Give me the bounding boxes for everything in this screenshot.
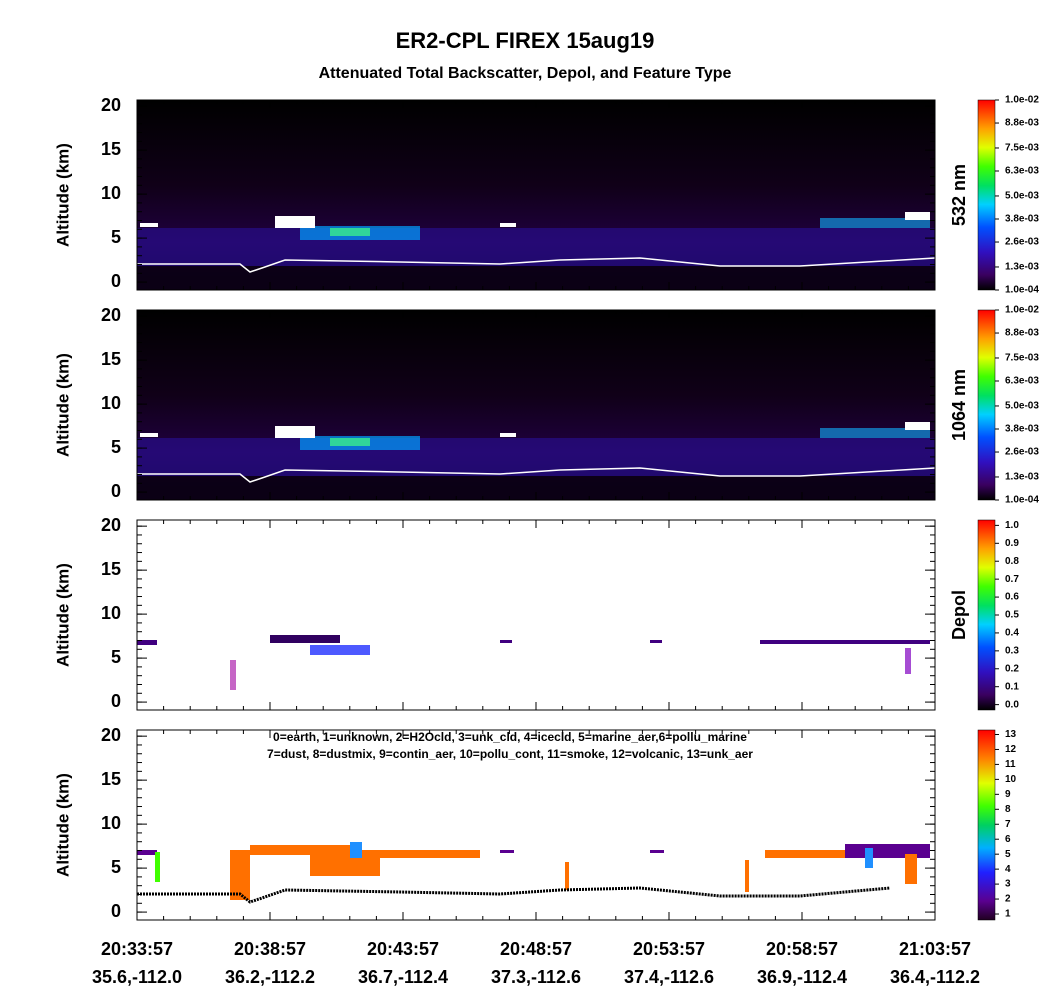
colorbar-tick-label: 1.0: [1005, 520, 1019, 531]
colorbar-tick-label: 10: [1005, 774, 1017, 785]
x-tick-position: 37.3,-112.6: [491, 967, 581, 987]
colorbar-label: 532 nm: [949, 164, 969, 226]
colorbar-tick-label: 2: [1005, 894, 1011, 905]
x-tick-label: 20:38:57: [234, 939, 306, 959]
colorbar-tick-label: 1.0e-04: [1005, 495, 1039, 506]
colorbar-tick-label: 8.8e-03: [1005, 328, 1039, 339]
y-tick-label: 10: [101, 603, 121, 623]
x-tick-label: 20:33:57: [101, 939, 173, 959]
x-tick-label: 21:03:57: [899, 939, 971, 959]
y-tick-label: 15: [101, 559, 121, 579]
colorbar-tick-label: 0.5: [1005, 610, 1019, 621]
colorbar-tick-label: 7.5e-03: [1005, 143, 1039, 154]
colorbar-tick-label: 0.3: [1005, 645, 1019, 656]
y-tick-label: 20: [101, 725, 121, 745]
colorbar-tick-label: 11: [1005, 759, 1016, 770]
colorbar-tick-label: 8.8e-03: [1005, 118, 1039, 129]
colorbar: [977, 309, 996, 501]
colorbar-tick-label: 6.3e-03: [1005, 166, 1039, 177]
y-tick-label: 5: [111, 857, 121, 877]
colorbar-tick-label: 2.6e-03: [1005, 237, 1039, 248]
colorbar-tick-label: 0.8: [1005, 556, 1019, 567]
colorbar-tick-label: 0.4: [1005, 628, 1019, 639]
x-tick-label: 20:48:57: [500, 939, 572, 959]
y-tick-label: 0: [111, 691, 121, 711]
colorbar-tick-label: 3.8e-03: [1005, 424, 1039, 435]
colorbar-tick-label: 2.6e-03: [1005, 447, 1039, 458]
x-tick-position: 36.2,-112.2: [225, 967, 315, 987]
y-axis-label: Altitude (km): [53, 143, 72, 247]
legend-annotation: 7=dust, 8=dustmix, 9=contin_aer, 10=poll…: [267, 747, 753, 761]
x-tick-position: 36.7,-112.4: [358, 967, 448, 987]
colorbar-tick-label: 6: [1005, 834, 1011, 845]
colorbar-tick-label: 1.0e-02: [1005, 95, 1039, 106]
y-tick-label: 10: [101, 813, 121, 833]
colorbar-tick-label: 12: [1005, 744, 1017, 755]
colorbar-tick-label: 0.6: [1005, 592, 1019, 603]
x-tick-label: 20:53:57: [633, 939, 705, 959]
colorbar-tick-label: 5.0e-03: [1005, 191, 1039, 202]
y-axis-label: Altitude (km): [53, 773, 72, 877]
y-tick-label: 20: [101, 515, 121, 535]
y-tick-label: 15: [101, 349, 121, 369]
x-tick-position: 36.4,-112.2: [890, 967, 980, 987]
colorbar-tick-label: 5.0e-03: [1005, 401, 1039, 412]
y-tick-label: 5: [111, 227, 121, 247]
colorbar-tick-label: 0.9: [1005, 538, 1019, 549]
y-tick-label: 20: [101, 95, 121, 115]
colorbar-tick-label: 0.1: [1005, 681, 1019, 692]
plot-frame: [136, 519, 936, 711]
colorbar-tick-label: 9: [1005, 789, 1011, 800]
colorbar-tick-label: 1.0e-04: [1005, 285, 1039, 296]
x-tick-position: 36.9,-112.4: [757, 967, 847, 987]
colorbar-tick-label: 0.0: [1005, 699, 1019, 710]
colorbar-tick-label: 7: [1005, 819, 1011, 830]
chart-title: ER2-CPL FIREX 15aug19: [396, 28, 655, 53]
colorbar-tick-label: 13: [1005, 729, 1017, 740]
y-tick-label: 10: [101, 393, 121, 413]
y-axis-label: Altitude (km): [53, 563, 72, 667]
x-tick-label: 20:43:57: [367, 939, 439, 959]
y-tick-label: 5: [111, 647, 121, 667]
colorbar-tick-label: 3: [1005, 879, 1011, 890]
y-tick-label: 10: [101, 183, 121, 203]
colorbar: [977, 519, 996, 711]
y-tick-label: 0: [111, 481, 121, 501]
curtain-images: [135, 99, 936, 904]
y-tick-label: 15: [101, 139, 121, 159]
y-tick-label: 5: [111, 437, 121, 457]
colorbar-tick-label: 6.3e-03: [1005, 376, 1039, 387]
y-tick-label: 15: [101, 769, 121, 789]
colorbar-tick-label: 1.0e-02: [1005, 305, 1039, 316]
y-axis-label: Altitude (km): [53, 353, 72, 457]
colorbar-tick-label: 1.3e-03: [1005, 262, 1039, 273]
x-tick-position: 37.4,-112.6: [624, 967, 714, 987]
y-tick-label: 0: [111, 271, 121, 291]
colorbar: [977, 99, 996, 291]
legend-annotation: 0=earth, 1=unknown, 2=H2Ocld, 3=unk_cld,…: [273, 730, 747, 744]
colorbar-tick-label: 3.8e-03: [1005, 214, 1039, 225]
colorbar-tick-label: 5: [1005, 849, 1011, 860]
y-tick-label: 20: [101, 305, 121, 325]
y-tick-label: 0: [111, 901, 121, 921]
colorbar-tick-label: 1: [1005, 909, 1011, 920]
colorbar-tick-label: 0.7: [1005, 574, 1019, 585]
colorbar-tick-label: 0.2: [1005, 663, 1019, 674]
colorbar: [977, 729, 996, 921]
colorbar-label: Depol: [949, 590, 969, 640]
colorbar-tick-label: 8: [1005, 804, 1011, 815]
colorbar-tick-label: 1.3e-03: [1005, 472, 1039, 483]
chart-subtitle: Attenuated Total Backscatter, Depol, and…: [319, 65, 732, 82]
x-tick-label: 20:58:57: [766, 939, 838, 959]
colorbar-label: 1064 nm: [949, 369, 969, 441]
colorbar-tick-label: 4: [1005, 864, 1011, 875]
colorbar-tick-label: 7.5e-03: [1005, 353, 1039, 364]
x-tick-position: 35.6,-112.0: [92, 967, 182, 987]
